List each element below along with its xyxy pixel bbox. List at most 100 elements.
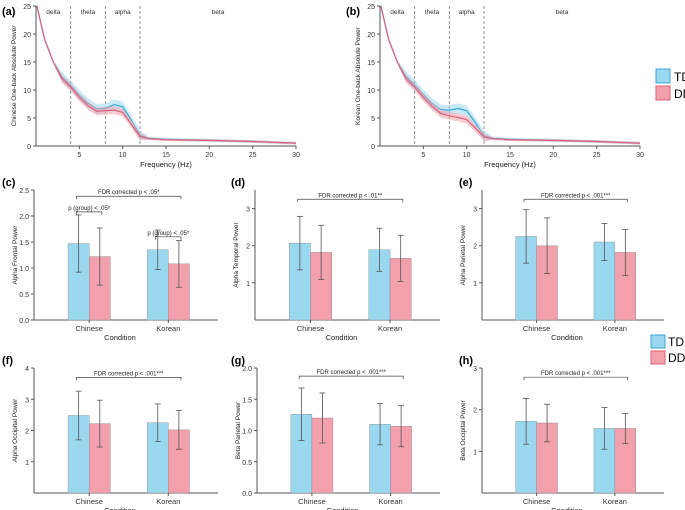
y-tick-label: 0.0 (19, 318, 29, 325)
significance-bracket (76, 211, 103, 215)
y-tick-label: 0.5 (242, 460, 252, 467)
x-tick-label: 15 (506, 152, 514, 159)
significance-label: FDR corrected p < .001*** (541, 193, 611, 199)
x-tick-label: 30 (636, 152, 644, 159)
x-axis-title: Condition (104, 333, 136, 342)
y-tick-label: 20 (23, 32, 31, 39)
legend-label-td: TD (668, 335, 684, 349)
y-tick-label: 1 (473, 449, 477, 456)
y-tick-label: 3 (246, 207, 250, 214)
y-tick-label: 1.0 (242, 429, 252, 436)
y-axis-title: Beta Parietal Power (235, 401, 242, 459)
x-tick-label: 15 (162, 152, 170, 159)
significance-bracket (523, 376, 628, 381)
x-tick-label: Chinese (75, 324, 103, 333)
band-label: beta (556, 9, 569, 16)
x-tick-label: 20 (549, 152, 557, 159)
x-tick-label: Korean (156, 324, 180, 333)
panel-label: (b) (346, 6, 360, 18)
y-tick-label: 10 (367, 88, 375, 95)
significance-bracket (297, 198, 404, 203)
y-axis-title: Alpha Temporal Power (233, 222, 240, 288)
significance-bracket (155, 236, 182, 240)
panel-label: (c) (2, 177, 16, 189)
y-tick-label: 3 (473, 366, 477, 373)
band-label: theta (425, 9, 440, 16)
x-tick-label: Chinese (523, 497, 551, 506)
x-tick-label: Chinese (75, 497, 103, 506)
y-tick-label: 2 (25, 429, 29, 436)
series-line-dd (380, 5, 641, 144)
y-tick-label: 5 (27, 116, 31, 123)
ci-band-dd (380, 4, 640, 145)
x-tick-label: Chinese (298, 497, 326, 506)
band-label: delta (46, 9, 60, 16)
y-tick-label: 2.5 (19, 188, 29, 195)
significance-bracket (76, 377, 182, 381)
y-axis-title: Beta Occipital Power (460, 400, 467, 461)
y-tick-label: 25 (23, 4, 31, 11)
y-tick-label: 0.5 (19, 292, 29, 299)
x-axis-title: Condition (104, 506, 136, 510)
significance-label: FDR corrected p < .01** (318, 193, 383, 199)
y-tick-label: 25 (367, 4, 375, 11)
y-tick-label: 3 (473, 207, 477, 214)
series-line-td (380, 5, 641, 144)
x-tick-label: Korean (378, 497, 402, 506)
x-tick-label: 5 (421, 152, 425, 159)
band-label: alpha (115, 9, 131, 16)
y-tick-label: 0 (27, 144, 31, 151)
y-tick-label: 2 (473, 244, 477, 251)
significance-label: FDR corrected p < .05* (98, 190, 160, 196)
x-axis-title: Condition (551, 506, 583, 510)
panel-label: (g) (231, 355, 245, 367)
band-label: beta (212, 9, 225, 16)
legend-label-td: TD (674, 70, 685, 84)
y-tick-label: 1 (25, 460, 29, 467)
panel-label: (e) (459, 177, 473, 189)
x-tick-label: Chinese (523, 324, 551, 333)
y-tick-label: 0.0 (242, 491, 252, 498)
x-tick-label: 5 (77, 152, 81, 159)
series-line-td (36, 5, 297, 144)
y-tick-label: 2.0 (242, 366, 252, 373)
panel-label: (d) (231, 177, 245, 189)
x-tick-label: 10 (119, 152, 127, 159)
y-tick-label: 1.0 (19, 266, 29, 273)
y-tick-label: 4 (25, 366, 29, 373)
panel-label: (h) (459, 355, 473, 367)
x-axis-title: Condition (327, 506, 359, 510)
panel-label: (a) (2, 6, 16, 18)
legend-swatch-td (650, 334, 666, 349)
significance-label: p (group) < .05* (147, 231, 190, 237)
x-tick-label: Korean (156, 497, 180, 506)
x-tick-label: Korean (603, 324, 627, 333)
y-axis-title: Alpha Frontal Power (12, 225, 19, 285)
ci-band-dd (36, 4, 297, 145)
band-label: alpha (459, 9, 475, 16)
x-axis-title: Frequency (Hz) (484, 160, 536, 169)
band-label: delta (390, 9, 404, 16)
y-tick-label: 1.5 (242, 397, 252, 404)
x-tick-label: 25 (593, 152, 601, 159)
y-tick-label: 0 (371, 144, 375, 151)
legend-label-dd: DD (668, 351, 685, 365)
y-tick-label: 1 (473, 281, 477, 288)
significance-label: FDR corrected p < .001*** (316, 370, 386, 376)
y-axis-title: Alpha Occipital Power (12, 398, 19, 462)
x-tick-label: 10 (463, 152, 471, 159)
x-axis-title: Frequency (Hz) (140, 160, 192, 169)
significance-bracket (298, 375, 404, 380)
ci-band-td (36, 4, 297, 145)
significance-bracket (523, 198, 628, 203)
y-tick-label: 5 (371, 116, 375, 123)
y-tick-label: 20 (367, 32, 375, 39)
x-tick-label: 30 (292, 152, 300, 159)
x-tick-label: Korean (378, 324, 402, 333)
y-tick-label: 10 (23, 88, 31, 95)
y-axis-title: Korean One-back Absolute Power (355, 26, 362, 125)
x-tick-label: Korean (603, 497, 627, 506)
panel-label: (f) (2, 355, 13, 367)
y-tick-label: 15 (367, 60, 375, 67)
y-axis-title: Alpha Parietal Power (460, 224, 467, 286)
